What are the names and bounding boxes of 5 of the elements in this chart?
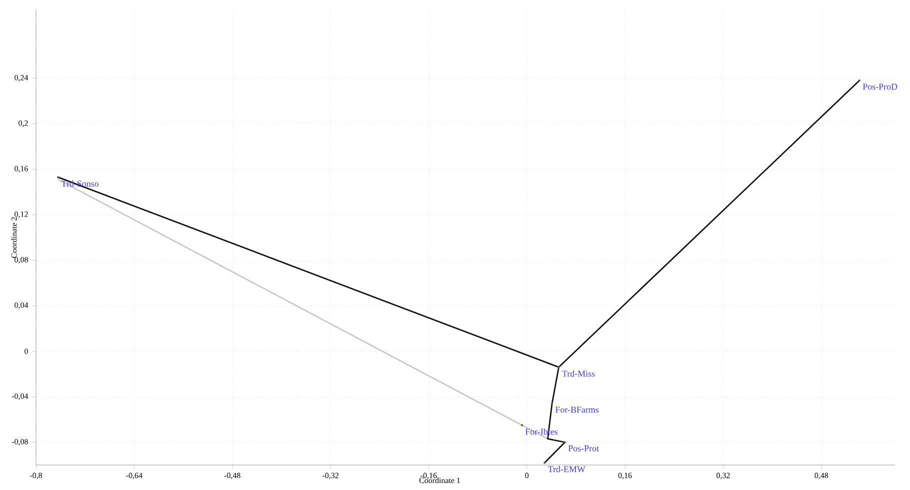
annotation: Trd-Miss <box>562 370 595 377</box>
annotation: Trd-EMW <box>548 466 586 472</box>
annotation: For-BFarms <box>555 406 599 413</box>
annotation: Pos-Prot <box>568 445 599 452</box>
annotation: Pos-ProD <box>862 84 898 90</box>
